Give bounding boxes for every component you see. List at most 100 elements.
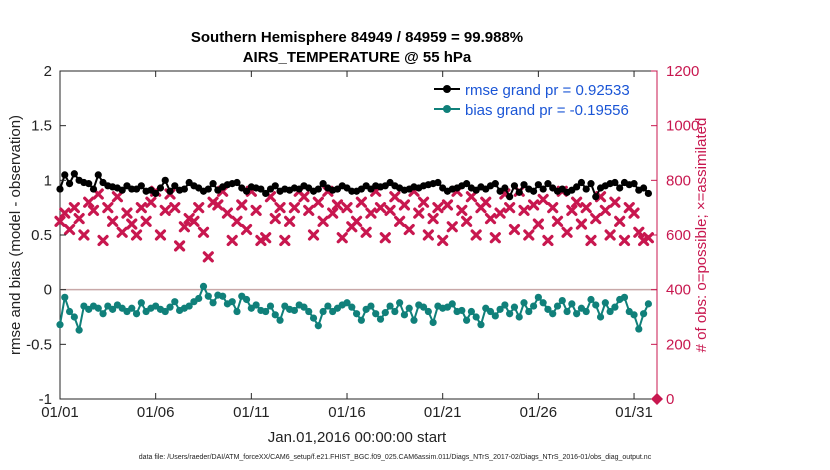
bias-point: [558, 297, 566, 305]
x-tick-label: 01/21: [424, 404, 462, 421]
assimilated-point: [590, 213, 602, 225]
assimilated-point: [508, 223, 521, 236]
bias-point: [171, 298, 179, 306]
rmse-point: [180, 185, 188, 193]
bias-point: [539, 299, 547, 307]
bias-point: [644, 300, 652, 308]
assimilated-point: [456, 204, 468, 216]
assimilated-point: [542, 234, 554, 247]
x-tick-label: 01/11: [233, 404, 269, 421]
bias-point: [534, 293, 542, 301]
bias-point: [276, 316, 284, 324]
assimilated-point: [427, 213, 439, 225]
bias-point: [396, 299, 404, 307]
assimilated-point: [374, 202, 387, 214]
assimilated-point: [599, 204, 611, 216]
bias-point: [582, 307, 590, 316]
x-tick-label: 01/31: [615, 404, 653, 421]
assimilated-point: [336, 232, 348, 244]
assimilated-point: [628, 207, 640, 219]
rmse-point: [592, 193, 600, 201]
rmse-point: [262, 189, 270, 198]
assimilated-point: [173, 240, 186, 252]
bias-point: [65, 307, 74, 316]
assimilated-point: [518, 204, 530, 216]
rmse-point: [137, 182, 145, 190]
right-axis-ticks: 0 200 400 600 800 1000 1200: [651, 63, 699, 408]
assimilated-point: [432, 202, 444, 214]
assimilated-point: [269, 213, 281, 225]
bias-point: [109, 305, 117, 313]
rmse-point: [161, 176, 169, 184]
assimilated-point: [331, 199, 344, 211]
assimilated-point: [379, 232, 391, 244]
rmse-point: [166, 187, 174, 195]
assimilated-point: [327, 207, 339, 219]
assimilated-point: [121, 207, 133, 219]
bias-point: [520, 299, 528, 307]
rmse-point: [65, 180, 74, 188]
bias-point: [563, 307, 571, 316]
left-tick-label: 1.5: [31, 118, 52, 135]
bias-point: [429, 318, 437, 327]
assimilated-point: [212, 199, 224, 211]
assimilated-point: [614, 215, 626, 227]
assimilated-point: [240, 223, 253, 236]
assimilated-point: [422, 229, 434, 241]
assimilated-point: [140, 215, 152, 227]
bias-point: [209, 299, 217, 307]
rmse-point: [640, 184, 648, 192]
x-axis-label: Jan.01,2016 00:00:00 start: [268, 429, 447, 446]
assimilated-point: [178, 221, 190, 233]
bias-point: [94, 304, 102, 312]
assimilated-point: [461, 215, 473, 227]
assimilated-point: [130, 229, 143, 241]
assimilated-point: [580, 202, 592, 214]
bias-point: [501, 301, 509, 309]
rmse-point: [611, 178, 619, 187]
bias-point: [319, 307, 327, 316]
y-axis-label-right: # of obs: o=possible; ×=assimilated: [693, 118, 710, 353]
bias-point: [606, 307, 614, 316]
legend: rmse grand pr = 0.92533 bias grand pr = …: [427, 78, 652, 120]
bias-point: [620, 293, 629, 301]
rmse-point: [534, 181, 542, 189]
bias-point: [573, 310, 581, 318]
chart-subtitle: AIRS_TEMPERATURE @ 55 hPa: [243, 49, 472, 66]
assimilated-point: [384, 204, 396, 216]
assimilated-point: [159, 204, 171, 216]
assimilated-point: [169, 202, 181, 214]
bias-point: [463, 316, 471, 324]
bias-point: [510, 303, 519, 311]
assimilated-point: [403, 223, 415, 236]
assimilated-point: [68, 202, 80, 214]
assimilated-point: [561, 226, 573, 238]
legend-bias-label: bias grand pr = -0.19556: [465, 102, 629, 119]
assimilated-point: [126, 218, 138, 230]
assimilated-point: [484, 213, 497, 225]
bias-point: [635, 325, 643, 333]
assimilated-point: [202, 251, 214, 263]
assimilated-point: [350, 215, 363, 227]
bias-point: [587, 295, 595, 304]
bias-point: [290, 306, 298, 315]
assimilated-point: [417, 196, 430, 208]
bias-point: [486, 307, 495, 316]
assimilated-point: [532, 218, 544, 230]
rmse-point: [539, 185, 547, 193]
rmse-point: [529, 187, 538, 195]
assimilated-point: [604, 229, 616, 241]
assimilated-point: [307, 229, 320, 241]
bias-point: [496, 305, 504, 313]
bias-point: [161, 307, 169, 316]
bias-point: [458, 306, 466, 315]
right-tick-label: 400: [666, 282, 691, 299]
assimilated-point: [298, 191, 310, 203]
assimilated-point: [279, 234, 291, 247]
assimilated-point: [575, 218, 588, 230]
bias-point: [592, 301, 600, 309]
bias-series: [56, 282, 652, 334]
assimilated-point: [355, 196, 367, 208]
rmse-point: [118, 186, 126, 194]
rmse-point: [582, 185, 590, 193]
